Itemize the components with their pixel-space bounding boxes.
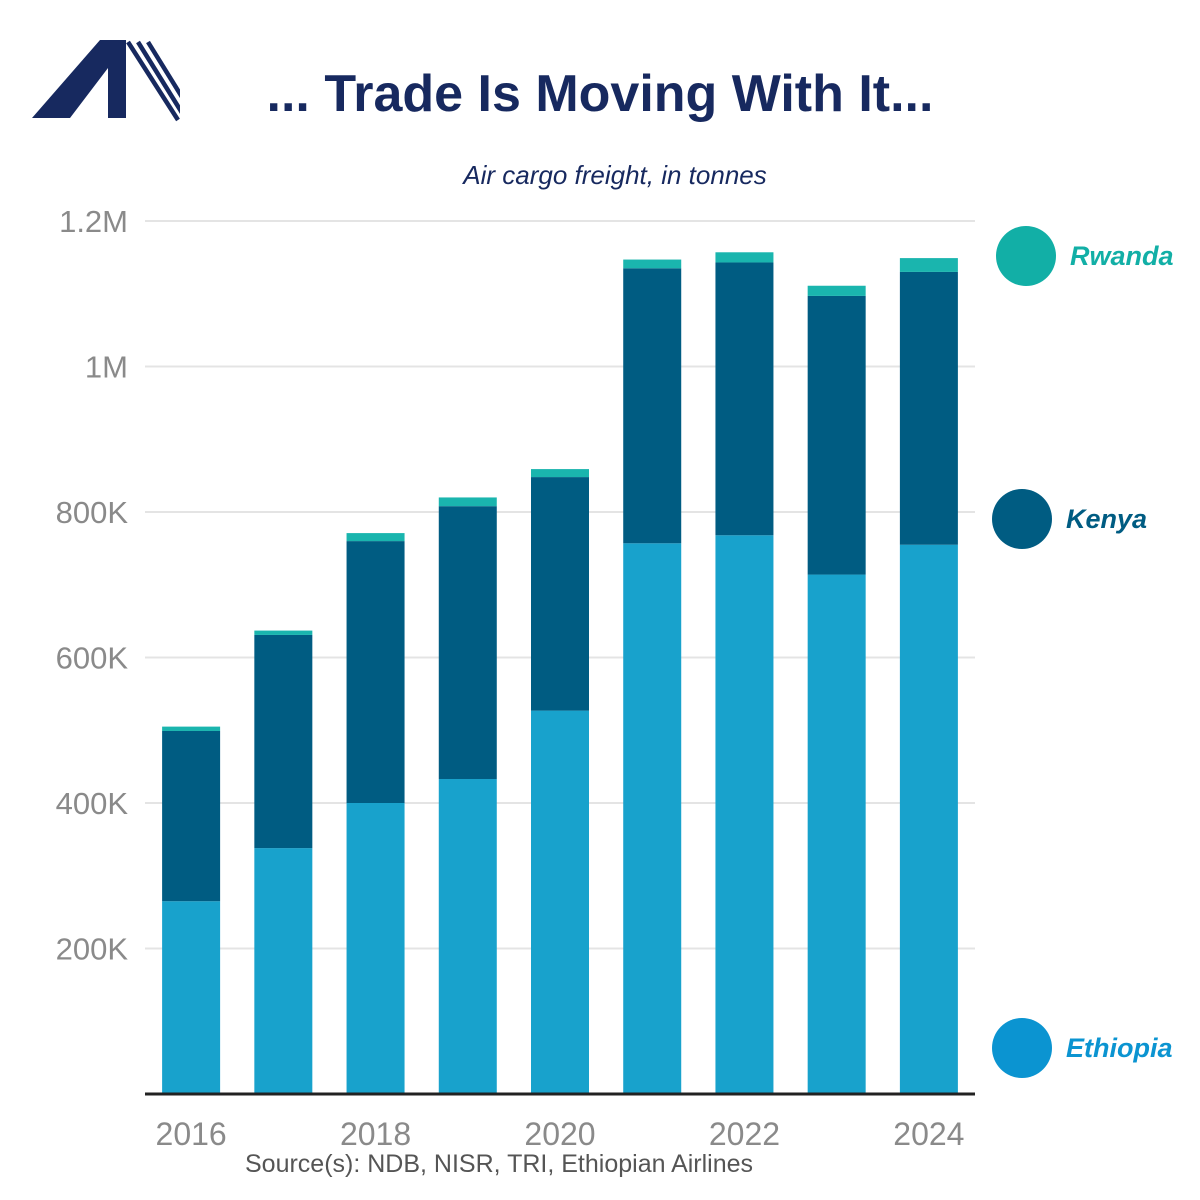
bar-ethiopia-2018 [346,803,405,1094]
bar-ethiopia-2022 [715,535,774,1094]
y-tick-label: 1M [85,350,128,385]
source-note: Source(s): NDB, NISR, TRI, Ethiopian Air… [245,1150,754,1178]
bar-rwanda-2023 [807,285,866,296]
company-logo [32,40,180,122]
bar-ethiopia-2020 [531,710,589,1094]
bar-kenya-2018 [346,541,405,803]
bar-ethiopia-2024 [899,544,958,1094]
bar-rwanda-2022 [715,252,774,263]
bar-kenya-2016 [162,730,221,902]
bar-rwanda-2024 [899,258,958,272]
bar-ethiopia-2021 [623,543,682,1094]
bar-kenya-2022 [715,262,774,536]
bar-ethiopia-2017 [254,848,313,1094]
y-tick-label: 400K [56,786,129,821]
legend-label-kenya: Kenya [1066,503,1148,534]
legend-item-rwanda: Rwanda [996,226,1174,286]
x-tick-label: 2016 [156,1116,227,1152]
legend-swatch-ethiopia [992,1018,1052,1078]
bar-ethiopia-2023 [807,574,866,1094]
bar-rwanda-2021 [623,259,682,269]
y-tick-label: 200K [56,932,129,967]
bar-rwanda-2018 [346,533,405,542]
bar-kenya-2024 [899,271,958,545]
bar-kenya-2021 [623,268,682,544]
x-tick-label: 2018 [340,1116,411,1152]
x-tick-label: 2022 [709,1116,780,1152]
y-tick-label: 1.2M [59,204,128,239]
bar-rwanda-2016 [162,726,221,731]
bar-rwanda-2020 [531,469,589,478]
y-tick-label: 600K [56,641,129,676]
bar-rwanda-2019 [438,497,497,507]
chart-subtitle: Air cargo freight, in tonnes [463,160,767,190]
bar-kenya-2019 [438,506,497,779]
legend-label-rwanda: Rwanda [1070,240,1174,271]
bar-kenya-2023 [807,295,866,575]
bar-rwanda-2017 [254,630,313,635]
legend-swatch-rwanda [996,226,1056,286]
chart-title: ... Trade Is Moving With It... [266,65,934,123]
bar-ethiopia-2019 [438,778,497,1094]
x-tick-label: 2024 [893,1116,964,1152]
legend-item-ethiopia: Ethiopia [992,1018,1173,1078]
legend-label-ethiopia: Ethiopia [1066,1032,1173,1063]
bar-ethiopia-2016 [162,901,221,1094]
legend-item-kenya: Kenya [992,489,1147,549]
bar-kenya-2020 [531,477,589,711]
bar-kenya-2017 [254,634,313,849]
y-tick-label: 800K [56,495,129,530]
legend-swatch-kenya [992,489,1052,549]
x-tick-label: 2020 [524,1116,595,1152]
